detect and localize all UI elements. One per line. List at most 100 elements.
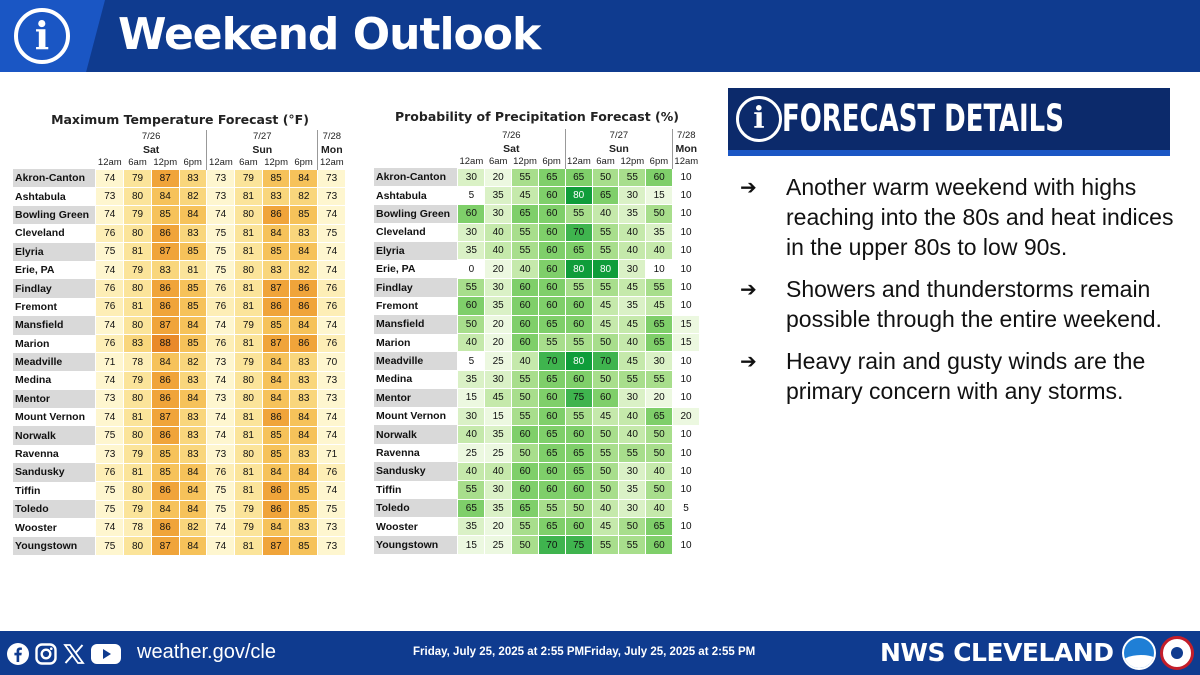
city-label: Ravenna: [374, 443, 458, 463]
table-row: Mount Vernon 30 15 55 60 55 45 40 65 20: [374, 406, 700, 426]
value-cell: 85: [289, 536, 319, 556]
value-cell: 55: [618, 535, 647, 555]
value-cell: 55: [511, 369, 539, 390]
value-cell: 86: [261, 499, 291, 519]
bullet-text: Heavy rain and gusty winds are the prima…: [786, 348, 1146, 404]
youtube-icon[interactable]: [90, 643, 122, 665]
table-row: Toledo 65 35 65 55 50 40 30 40 5: [374, 498, 700, 518]
value-cell: 55: [457, 480, 486, 500]
value-cell: 75: [206, 242, 236, 262]
value-cell: 73: [95, 186, 125, 207]
info-icon: i: [736, 96, 782, 142]
value-cell: 30: [484, 204, 513, 224]
value-cell: 15: [672, 333, 700, 353]
value-cell: 40: [591, 204, 620, 224]
value-cell: 30: [618, 498, 647, 518]
value-cell: 60: [564, 296, 593, 316]
city-label: Marion: [13, 334, 96, 353]
value-cell: 81: [234, 186, 263, 207]
value-cell: 81: [234, 242, 263, 262]
value-cell: 25: [484, 351, 513, 371]
value-cell: 60: [511, 333, 539, 353]
table-row: Elyria 75 81 87 85 75 81 85 84 74: [13, 242, 346, 262]
value-cell: 74: [95, 260, 125, 280]
value-cell: 86: [150, 297, 180, 317]
value-cell: 45: [618, 351, 647, 371]
x-icon[interactable]: [62, 642, 86, 666]
value-cell: 55: [457, 277, 486, 298]
value-cell: 74: [206, 315, 236, 336]
value-cell: 10: [672, 222, 700, 243]
city-label: Ashtabula: [374, 186, 458, 205]
city-label: Bowling Green: [374, 204, 458, 224]
value-cell: 45: [645, 296, 674, 316]
value-cell: 76: [317, 278, 346, 299]
table-row: Marion 76 83 88 85 76 81 87 86 76: [13, 334, 346, 354]
value-cell: 55: [645, 277, 674, 298]
value-cell: 40: [591, 498, 620, 518]
value-cell: 80: [234, 444, 263, 464]
value-cell: 79: [123, 168, 152, 188]
footer-bar: [0, 631, 1200, 675]
value-cell: 45: [591, 296, 620, 316]
value-cell: 60: [457, 296, 486, 316]
city-label: Erie, PA: [374, 259, 458, 279]
value-cell: 82: [289, 260, 319, 280]
value-cell: 10: [672, 516, 700, 537]
value-cell: 55: [591, 277, 620, 298]
value-cell: 60: [457, 204, 486, 224]
value-cell: 74: [317, 425, 346, 446]
value-cell: 73: [317, 536, 346, 556]
value-cell: 55: [591, 443, 620, 463]
table-row: Akron-Canton 74 79 87 83 73 79 85 84 73: [13, 168, 346, 188]
time-header: 6pm: [294, 156, 313, 168]
table-row: Erie, PA 74 79 83 81 75 80 83 82 74: [13, 260, 346, 280]
value-cell: 84: [261, 352, 291, 372]
value-cell: 30: [618, 185, 647, 206]
value-cell: 74: [206, 425, 236, 446]
value-cell: 75: [95, 425, 125, 446]
value-cell: 71: [317, 444, 346, 464]
value-cell: 70: [317, 352, 346, 372]
table-row: Fremont 60 35 60 60 60 45 35 45 10: [374, 296, 700, 316]
value-cell: 45: [591, 516, 620, 537]
value-cell: 87: [261, 278, 291, 299]
instagram-icon[interactable]: [34, 642, 58, 666]
table-row: Sandusky 40 40 60 60 65 50 30 40 10: [374, 461, 700, 482]
date-header: 7/27: [564, 129, 673, 142]
value-cell: 70: [537, 351, 566, 371]
city-label: Wooster: [374, 517, 458, 536]
value-cell: 85: [150, 462, 180, 483]
value-cell: 45: [618, 314, 647, 335]
value-cell: 55: [511, 516, 539, 537]
facebook-icon[interactable]: [6, 642, 30, 666]
value-cell: 74: [206, 407, 236, 427]
value-cell: 60: [564, 314, 593, 335]
arrow-icon: ➔: [740, 349, 757, 373]
value-cell: 45: [484, 388, 513, 408]
value-cell: 82: [178, 186, 208, 207]
pop-table-title: Probability of Precipitation Forecast (%…: [394, 109, 679, 124]
value-cell: 35: [457, 369, 486, 390]
value-cell: 83: [261, 260, 291, 280]
value-cell: 70: [564, 222, 593, 243]
value-cell: 60: [511, 424, 539, 445]
value-cell: 10: [672, 351, 700, 371]
value-cell: 30: [645, 351, 674, 371]
value-cell: 81: [234, 536, 263, 556]
value-cell: 85: [261, 425, 291, 446]
value-cell: 80: [123, 278, 152, 299]
value-cell: 81: [234, 462, 263, 483]
value-cell: 10: [645, 259, 674, 279]
value-cell: 65: [564, 241, 593, 261]
value-cell: 50: [645, 443, 674, 463]
city-label: Meadville: [13, 352, 96, 372]
value-cell: 65: [591, 185, 620, 206]
value-cell: 40: [484, 461, 513, 482]
table-row: Toledo 75 79 84 84 75 79 86 85 75: [13, 499, 346, 519]
value-cell: 45: [618, 277, 647, 298]
value-cell: 35: [457, 516, 486, 537]
website-link[interactable]: weather.gov/cle: [137, 641, 276, 663]
value-cell: 74: [317, 260, 346, 280]
value-cell: 81: [234, 425, 263, 446]
